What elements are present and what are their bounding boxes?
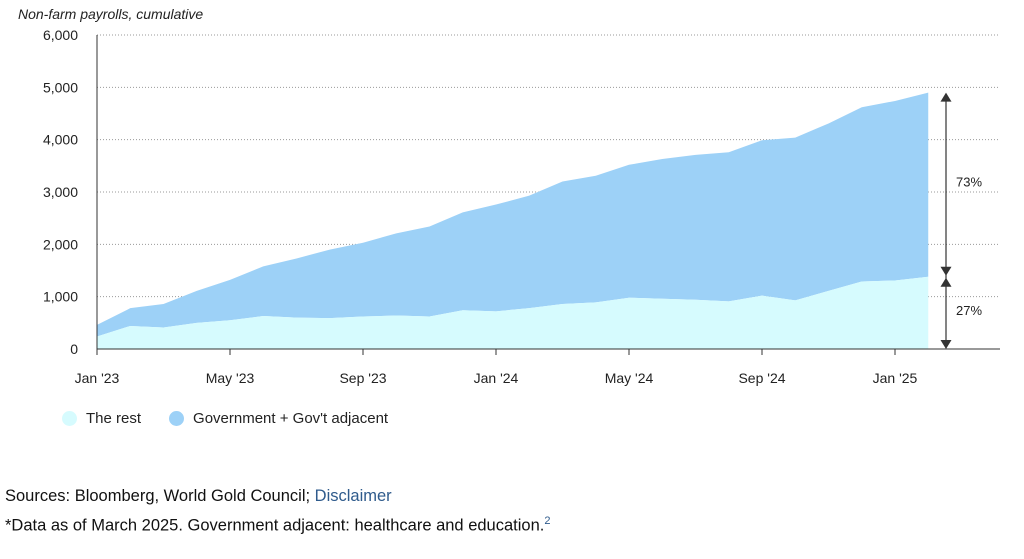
arrowhead-mid-up <box>940 277 952 287</box>
area-chart: 0 1,000 2,000 3,000 4,000 5,000 6,000 Jan '23 Ma… <box>43 27 1000 386</box>
y-tick-label: 4,000 <box>43 132 78 148</box>
legend-item-government[interactable]: Government + Gov't adjacent <box>169 410 388 427</box>
share-label-government: 73% <box>956 175 982 190</box>
legend-label-the-rest: The rest <box>86 410 142 427</box>
share-label-the-rest: 27% <box>956 303 982 318</box>
x-tick-label: May '24 <box>605 370 654 386</box>
y-tick-label: 1,000 <box>43 289 78 305</box>
legend-item-the-rest[interactable]: The rest <box>62 410 141 427</box>
legend: The rest Government + Gov't adjacent <box>62 410 416 427</box>
y-tick-label: 0 <box>70 341 78 357</box>
footnote-text: *Data as of March 2025. Government adjac… <box>5 516 545 535</box>
y-tick-label: 2,000 <box>43 236 78 252</box>
x-tick-label: Jan '24 <box>474 370 519 386</box>
legend-swatch-government <box>169 411 185 426</box>
y-tick-label: 6,000 <box>43 27 78 43</box>
x-tick-label: Jan '25 <box>873 370 918 386</box>
x-tick-label: Sep '24 <box>738 370 785 386</box>
sources-line: Sources: Bloomberg, World Gold Council; … <box>5 487 392 506</box>
arrowhead-top <box>940 92 952 102</box>
legend-label-government: Government + Gov't adjacent <box>193 410 389 427</box>
x-tick-label: Jan '23 <box>75 370 120 386</box>
arrowhead-bottom <box>940 340 952 349</box>
footnote-ref-link[interactable]: 2 <box>544 515 551 527</box>
series-government-area <box>97 92 929 337</box>
x-tick-label: Sep '23 <box>339 370 386 386</box>
series-the-rest-area <box>97 276 929 349</box>
y-tick-label: 5,000 <box>43 79 78 95</box>
disclaimer-link[interactable]: Disclaimer <box>314 487 392 505</box>
legend-swatch-the-rest <box>62 411 77 426</box>
arrowhead-mid-down <box>940 266 952 276</box>
x-tick-label: May '23 <box>206 370 255 386</box>
footnote-line: *Data as of March 2025. Government adjac… <box>5 515 550 536</box>
y-tick-label: 3,000 <box>43 184 78 200</box>
sources-text: Sources: Bloomberg, World Gold Council; <box>5 487 315 505</box>
y-axis-title: Non-farm payrolls, cumulative <box>18 6 204 22</box>
